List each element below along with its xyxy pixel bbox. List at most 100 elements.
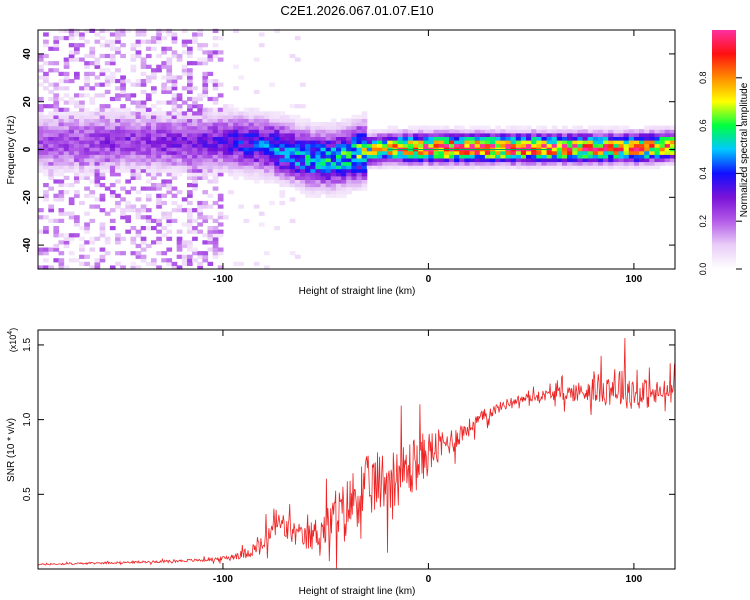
spectrogram-cell — [68, 150, 75, 155]
spectrogram-cell — [253, 114, 260, 119]
spectrogram-cell — [79, 107, 85, 112]
spectrogram-cell — [43, 258, 49, 263]
spectrogram-cell — [166, 32, 173, 37]
spectrogram-cell — [269, 118, 275, 123]
spectrogram-cell — [325, 147, 332, 152]
spectrogram-cell — [130, 122, 137, 127]
spectrogram-cell — [577, 129, 584, 134]
spectrogram-cell — [130, 226, 137, 231]
spectrogram-cell — [181, 125, 188, 130]
spectrogram-cell — [94, 265, 101, 270]
spectrogram-cell — [495, 132, 501, 137]
spectrogram-cell — [68, 129, 75, 134]
spectrogram-cell — [79, 168, 85, 173]
spectrogram-cell — [156, 53, 162, 59]
spectrogram-cell — [526, 139, 532, 145]
spectrogram-cell — [197, 175, 203, 180]
spectrogram-cell — [320, 175, 327, 180]
spectrogram-cell — [469, 129, 476, 134]
spectrogram-cell — [171, 193, 178, 198]
spectrogram-cell — [187, 175, 193, 180]
spectrogram-cell — [151, 168, 157, 173]
spectrogram-cell — [74, 93, 80, 98]
spectrogram-cell — [449, 165, 455, 170]
spectrogram-cell — [233, 111, 239, 116]
spectrogram-cell — [279, 150, 286, 155]
spectrogram-cell — [515, 157, 522, 163]
spectrogram-cell — [53, 111, 60, 116]
spectrogram-cell — [187, 136, 193, 141]
spectrogram-cell — [187, 122, 193, 127]
spectrogram-cell — [74, 154, 80, 159]
spectrogram-cell — [572, 125, 578, 130]
spectrogram-cell — [207, 172, 214, 177]
spectrogram-cell — [140, 118, 147, 123]
spectrogram-cell — [181, 129, 188, 134]
spectrogram-cell — [161, 251, 167, 256]
spectrogram-cell — [294, 150, 301, 155]
spectrogram-cell — [176, 136, 183, 141]
spectrogram-cell — [104, 68, 111, 73]
spectrogram-cell — [274, 179, 280, 184]
spectrogram-cell — [176, 75, 183, 80]
spectrogram-cell — [233, 107, 239, 112]
spectrogram-cell — [310, 150, 316, 155]
spectrogram-cell — [212, 175, 219, 180]
spectrogram-cell — [449, 150, 455, 155]
spectrogram-cell — [253, 154, 260, 159]
spectrogram-cell — [166, 222, 173, 227]
spectrogram-cell — [202, 175, 209, 180]
spectrogram-cell — [161, 50, 167, 55]
spectrogram-cell — [264, 175, 270, 180]
spectrogram-cell — [320, 147, 327, 152]
spectrogram-cell — [212, 36, 219, 41]
spectrogram-cell — [222, 118, 229, 123]
spectrogram-cell — [171, 218, 178, 223]
spectrogram-cell — [217, 132, 224, 137]
spectrogram-cell — [94, 168, 101, 173]
spectrogram-cell — [217, 168, 224, 173]
spectrogram-cell — [228, 154, 234, 159]
spectrogram-cell — [330, 183, 337, 188]
spectrogram-cell — [74, 114, 80, 119]
spectrogram-cell — [387, 161, 393, 166]
spectrogram-cell — [371, 147, 378, 152]
spectrogram-cell — [104, 143, 111, 148]
spectrogram-cell — [202, 147, 209, 152]
spectrogram-cell — [176, 57, 183, 62]
spectrogram-cell — [43, 53, 49, 59]
spectrogram-cell — [187, 261, 193, 266]
spectrogram-cell — [459, 136, 465, 141]
spectrogram-cell — [351, 186, 358, 191]
spectrogram-cell — [166, 100, 173, 105]
spectrogram-cell — [140, 208, 147, 213]
spectrogram-cell — [207, 215, 214, 220]
spectrogram-cell — [43, 172, 49, 177]
spectrogram-cell — [572, 157, 578, 163]
spectrogram-cell — [279, 111, 286, 116]
spectrogram-cell — [63, 211, 70, 216]
spectrogram-cell — [135, 165, 142, 170]
spectrogram-cell — [618, 157, 625, 163]
spectrogram-cell — [418, 129, 424, 134]
spectrogram-cell — [644, 129, 650, 134]
spectrogram-cell — [145, 218, 152, 223]
spectrogram-cell — [94, 157, 101, 163]
spectrogram-cell — [346, 172, 352, 177]
spectrogram-cell — [325, 139, 332, 145]
spectrogram-cell — [145, 39, 152, 44]
spectrogram-cell — [192, 104, 198, 109]
spectrogram-cell — [551, 136, 558, 141]
spectrogram-cell — [192, 39, 198, 44]
spectrogram-cell — [212, 254, 219, 259]
spectrogram-cell — [115, 111, 121, 116]
spectrogram-cell — [623, 136, 630, 141]
spectrogram-cell — [176, 161, 183, 166]
spectrogram-cell — [212, 50, 219, 55]
spectrogram-cell — [94, 114, 101, 119]
spectrogram-cell — [264, 125, 270, 130]
spectrogram-cell — [464, 143, 471, 148]
spectrogram-cell — [582, 143, 589, 148]
spectrogram-cell — [151, 154, 157, 159]
spectrogram-cell — [192, 236, 198, 241]
